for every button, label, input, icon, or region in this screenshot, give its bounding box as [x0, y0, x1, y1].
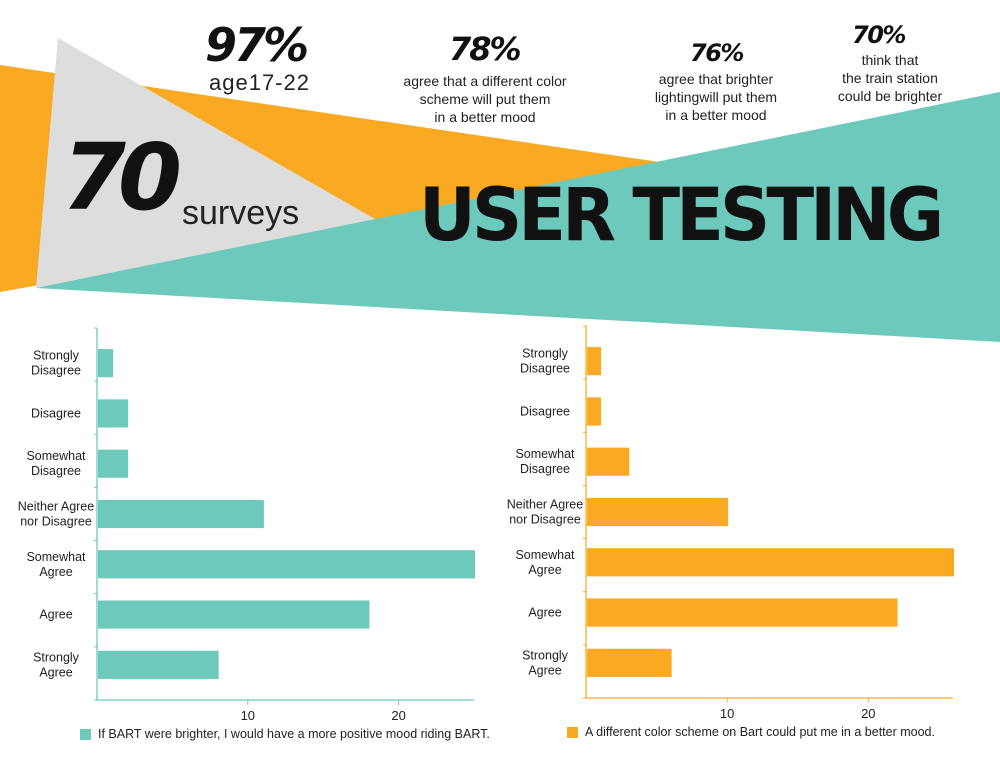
- chart-brighter-mood: StronglyDisagreeDisagreeSomewhatDisagree…: [18, 327, 475, 723]
- stat-desc-age: age17-22: [209, 70, 310, 95]
- stat-value-age: 97%: [205, 18, 309, 72]
- stat-value-station-brighter: 70%: [852, 21, 906, 49]
- bar-somewhat-agree: [587, 548, 954, 577]
- gray-triangle: [36, 38, 382, 288]
- bar-somewhat-disagree: [587, 447, 630, 476]
- stat-desc-station-brighter: think that the train station could be br…: [837, 52, 943, 104]
- bar-neither-agree-nor-disagree: [587, 497, 729, 527]
- category-label: Agree: [528, 663, 561, 677]
- chart-color-scheme-mood: StronglyDisagreeDisagreeSomewhatDisagree…: [507, 325, 954, 721]
- category-label: Disagree: [31, 464, 81, 478]
- x-tick-label: 20: [391, 708, 405, 723]
- category-label: Strongly: [33, 349, 80, 363]
- legend-label-color-scheme-mood: A different color scheme on Bart could p…: [585, 725, 935, 739]
- category-label: nor Disagree: [509, 513, 581, 527]
- category-label: Strongly: [522, 648, 569, 662]
- stat-desc-brighter-lighting: agree that brighter lightingwill put the…: [654, 71, 778, 123]
- bar-agree: [98, 600, 370, 629]
- bar-strongly-disagree: [587, 347, 602, 376]
- category-label: Agree: [39, 608, 72, 622]
- legend-color-scheme-mood: A different color scheme on Bart could p…: [567, 725, 935, 739]
- category-label: Somewhat: [26, 550, 86, 564]
- category-label: Agree: [528, 563, 561, 577]
- bar-neither-agree-nor-disagree: [98, 499, 264, 529]
- bar-strongly-agree: [98, 650, 219, 679]
- category-label: Neither Agree: [507, 498, 583, 512]
- bar-disagree: [587, 397, 602, 426]
- x-tick-label: 10: [720, 706, 734, 721]
- category-label: Disagree: [520, 462, 570, 476]
- legend-label-brighter-mood: If BART were brighter, I would have a mo…: [98, 727, 490, 741]
- page-title: USER TESTING: [419, 171, 944, 259]
- category-label: Agree: [39, 665, 72, 679]
- category-label: Disagree: [520, 362, 570, 376]
- x-tick-label: 20: [861, 706, 875, 721]
- category-label: Somewhat: [26, 449, 86, 463]
- category-label: Agree: [39, 565, 72, 579]
- teal-band: [36, 92, 1000, 342]
- category-label: Disagree: [520, 404, 570, 418]
- category-label: Somewhat: [515, 447, 575, 461]
- bar-strongly-agree: [587, 648, 672, 677]
- category-label: Agree: [528, 606, 561, 620]
- surveys-label: surveys: [182, 194, 300, 232]
- bar-strongly-disagree: [98, 349, 114, 378]
- bar-somewhat-agree: [98, 550, 475, 579]
- x-tick-label: 10: [241, 708, 255, 723]
- bar-agree: [587, 598, 898, 627]
- legend-swatch-teal: [80, 728, 91, 740]
- category-label: Strongly: [522, 347, 569, 361]
- legend-swatch-orange: [567, 726, 578, 738]
- category-label: Disagree: [31, 406, 81, 420]
- bar-disagree: [98, 399, 129, 428]
- surveys-count: 70: [62, 124, 182, 231]
- stat-desc-color-scheme: agree that a different color scheme will…: [403, 73, 567, 125]
- bar-somewhat-disagree: [98, 449, 129, 478]
- category-label: nor Disagree: [20, 515, 92, 529]
- category-label: Disagree: [31, 364, 81, 378]
- category-label: Neither Agree: [18, 500, 94, 514]
- stat-value-color-scheme: 78%: [449, 30, 522, 68]
- legend-brighter-mood: If BART were brighter, I would have a mo…: [80, 727, 490, 741]
- category-label: Strongly: [33, 650, 80, 664]
- category-label: Somewhat: [515, 548, 575, 562]
- stat-value-brighter-lighting: 76%: [690, 39, 744, 67]
